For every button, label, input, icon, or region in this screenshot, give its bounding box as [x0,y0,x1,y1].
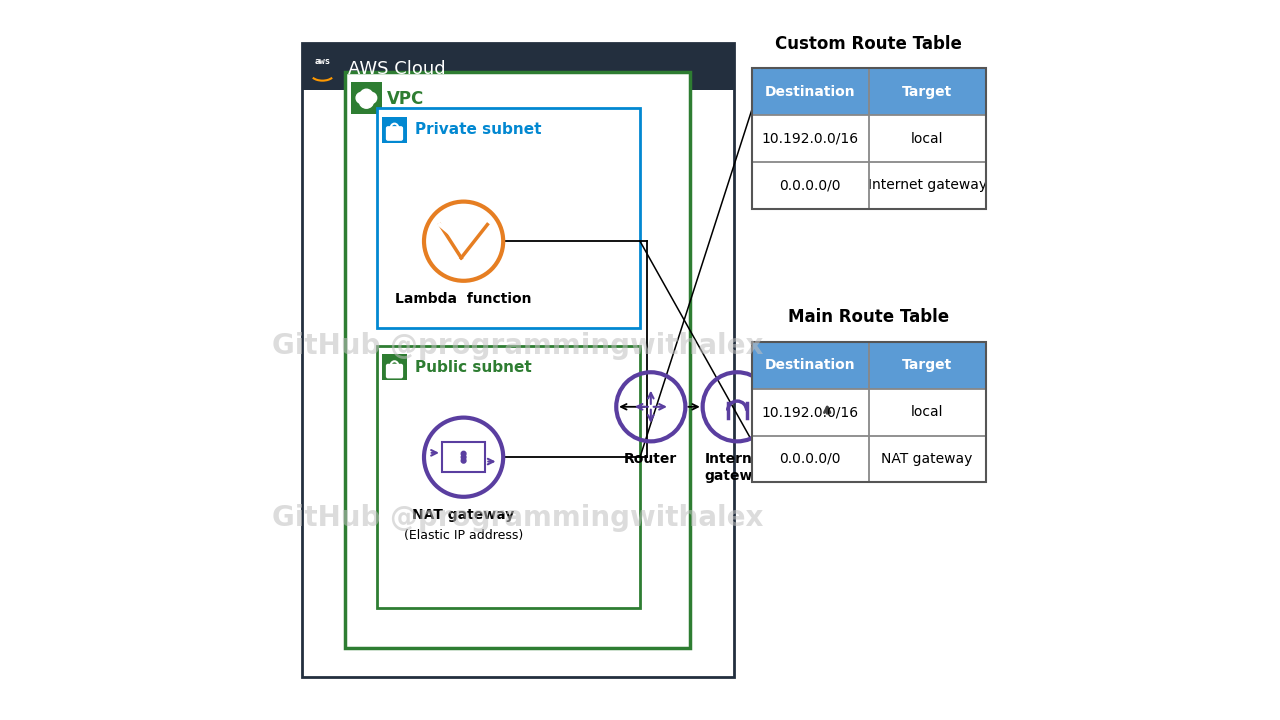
Circle shape [801,396,831,425]
Text: Public subnet: Public subnet [415,360,531,374]
Text: Internet
gateway: Internet gateway [704,452,771,483]
FancyBboxPatch shape [302,43,733,90]
Text: Target: Target [902,85,952,99]
Circle shape [461,455,466,459]
FancyBboxPatch shape [378,346,640,608]
Text: aws: aws [315,57,330,66]
FancyBboxPatch shape [751,436,986,482]
Text: GitHub @programmingwithalex: GitHub @programmingwithalex [271,505,763,532]
Text: Internet: Internet [795,455,859,469]
Text: Destination: Destination [764,359,855,372]
FancyBboxPatch shape [378,108,640,328]
Text: GitHub @programmingwithalex: GitHub @programmingwithalex [271,332,763,359]
Text: (Elastic IP address): (Elastic IP address) [404,529,524,542]
Circle shape [360,89,372,102]
Circle shape [813,389,841,418]
FancyBboxPatch shape [387,364,402,378]
Circle shape [356,92,367,104]
Circle shape [461,459,466,463]
Text: 0.0.0.0/0: 0.0.0.0/0 [780,452,841,466]
Text: Main Route Table: Main Route Table [788,308,950,326]
FancyBboxPatch shape [751,389,986,436]
Text: local: local [911,132,943,145]
FancyBboxPatch shape [302,43,733,677]
FancyBboxPatch shape [751,162,986,209]
Circle shape [461,451,466,456]
Text: Destination: Destination [764,85,855,99]
Text: local: local [911,405,943,419]
Text: 10.192.0.0/16: 10.192.0.0/16 [762,405,859,419]
Circle shape [808,404,836,432]
FancyBboxPatch shape [344,72,690,648]
Text: 0.0.0.0/0: 0.0.0.0/0 [780,179,841,192]
FancyBboxPatch shape [381,354,407,380]
FancyBboxPatch shape [387,127,402,140]
Text: NAT gateway: NAT gateway [412,508,515,521]
Text: Private subnet: Private subnet [415,122,541,137]
Circle shape [360,94,374,108]
Circle shape [824,396,852,425]
Text: Internet gateway: Internet gateway [868,179,987,192]
Text: Custom Route Table: Custom Route Table [776,35,963,53]
Text: 10.192.0.0/16: 10.192.0.0/16 [762,132,859,145]
FancyBboxPatch shape [751,68,986,115]
Text: AWS Cloud: AWS Cloud [348,60,445,78]
Text: VPC: VPC [387,90,424,108]
Circle shape [366,92,376,104]
Circle shape [818,404,847,432]
FancyBboxPatch shape [381,117,407,143]
FancyBboxPatch shape [351,82,383,114]
Text: Lambda  function: Lambda function [396,292,532,305]
Text: NAT gateway: NAT gateway [882,452,973,466]
FancyBboxPatch shape [751,115,986,162]
Text: Target: Target [902,359,952,372]
FancyBboxPatch shape [307,50,338,84]
Text: Router: Router [625,452,677,466]
FancyBboxPatch shape [751,342,986,389]
